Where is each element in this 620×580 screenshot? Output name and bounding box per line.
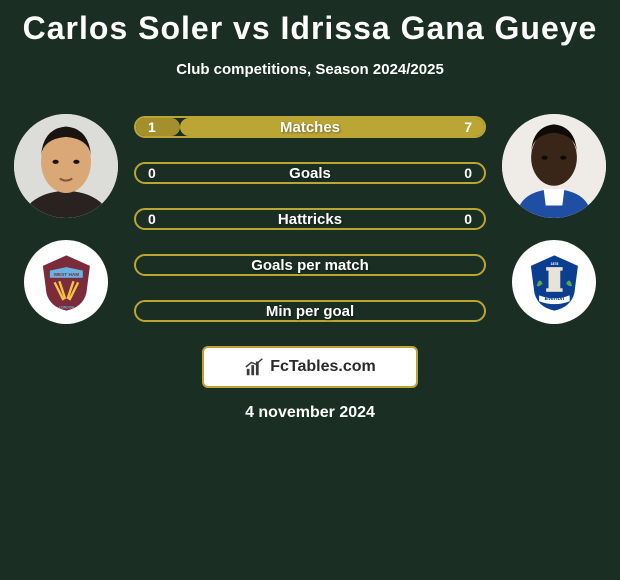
stat-label: Min per goal [136,303,484,320]
stat-bars: 17Matches 00Goals 00Hattricks Goals per mat… [134,114,486,324]
player2-crest: Everton 1878 [512,240,596,324]
title-player1: Carlos Soler [23,10,224,46]
everton-crest-icon: Everton 1878 [525,253,584,312]
page-title: Carlos Soler vs Idrissa Gana Gueye [0,10,620,47]
comparison-grid: WEST HAM LONDON 17Matches 00Goals 00Hattri… [0,114,620,324]
title-player2: Idrissa Gana Gueye [281,10,598,46]
stat-label: Goals [136,165,484,182]
subtitle: Club competitions, Season 2024/2025 [0,61,620,78]
player1-crest: WEST HAM LONDON [24,240,108,324]
player2-avatar-icon [502,114,606,218]
player1-photo [14,114,118,218]
bar-chart-icon [244,356,266,378]
stat-row: 00Hattricks [134,208,486,230]
comparison-card: Carlos Soler vs Idrissa Gana Gueye Club … [0,0,620,422]
west-ham-crest-icon: WEST HAM LONDON [37,253,96,312]
title-vs: vs [233,10,271,46]
stat-row: 00Goals [134,162,486,184]
player2-photo [502,114,606,218]
svg-text:Everton: Everton [544,296,564,302]
date-label: 4 november 2024 [0,404,620,422]
player2-column: Everton 1878 [494,114,614,324]
stat-row: 17Matches [134,116,486,138]
stat-row: Min per goal [134,300,486,322]
svg-text:WEST HAM: WEST HAM [53,272,79,277]
svg-text:1878: 1878 [550,261,558,265]
stat-label: Matches [136,119,484,136]
svg-text:LONDON: LONDON [58,305,74,309]
stat-row: Goals per match [134,254,486,276]
player1-avatar-icon [14,114,118,218]
watermark-badge: FcTables.com [202,346,418,388]
stat-label: Goals per match [136,257,484,274]
player1-column: WEST HAM LONDON [6,114,126,324]
watermark-text: FcTables.com [270,358,376,376]
stat-label: Hattricks [136,211,484,228]
